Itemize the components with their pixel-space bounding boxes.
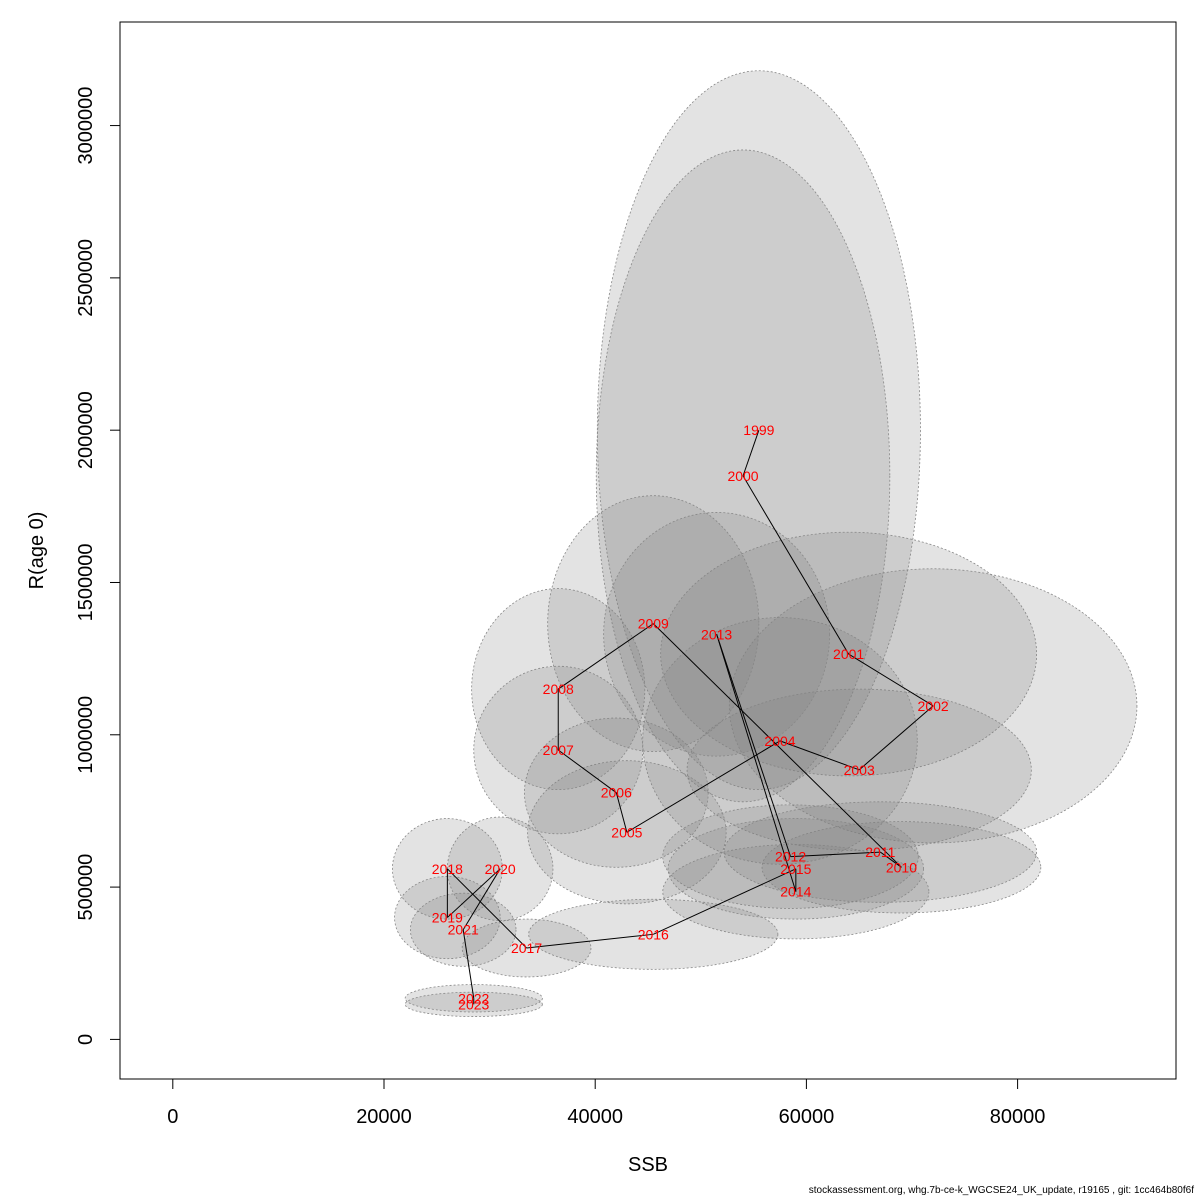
x-axis: 0 20000 40000 60000 80000 — [167, 1078, 1046, 1128]
footer-credit: stockassessment.org, whg.7b-ce-k_WGCSE24… — [808, 1185, 1194, 1196]
year-label-2006: 2006 — [601, 785, 632, 801]
year-label-2000: 2000 — [727, 468, 758, 484]
segment-2006-2007 — [557, 749, 617, 794]
year-label-2020: 2020 — [485, 861, 516, 877]
x-tick-label: 60000 — [779, 1106, 835, 1128]
y-tick-label: 500000 — [75, 854, 97, 921]
year-label-2001: 2001 — [833, 646, 864, 662]
year-label-2011: 2011 — [865, 844, 895, 860]
x-tick-label: 80000 — [990, 1106, 1046, 1128]
x-axis-label: SSB — [628, 1154, 668, 1176]
x-tick-label: 0 — [167, 1106, 178, 1128]
segment-2001-2002 — [848, 653, 934, 707]
confidence-ellipses — [392, 70, 1138, 1017]
x-tick-label: 20000 — [356, 1106, 412, 1128]
segment-2016-2017 — [526, 933, 654, 949]
y-tick-label: 2000000 — [75, 391, 97, 469]
year-label-2013: 2013 — [701, 626, 732, 642]
y-axis-label: R(age 0) — [26, 512, 48, 590]
year-labels: 1999 2000 2001 2002 2003 2004 2005 2006 2007 2008… — [432, 422, 949, 1012]
year-label-2016: 2016 — [638, 926, 669, 942]
year-label-2010: 2010 — [886, 859, 917, 875]
year-label-1999: 1999 — [743, 422, 774, 438]
segment-2010-2011 — [880, 851, 902, 868]
segment-2008-2009 — [557, 623, 654, 690]
segment-2005-2006 — [615, 792, 628, 833]
segment-2017-2018 — [447, 868, 527, 949]
year-label-2022: 2022 — [458, 990, 489, 1006]
year-label-2012: 2012 — [775, 849, 806, 865]
year-label-2009: 2009 — [638, 616, 669, 632]
trajectory-lines — [446, 430, 934, 1005]
year-label-2004: 2004 — [764, 733, 795, 749]
segment-2011-2012 — [790, 851, 881, 858]
segment-2003-2004 — [779, 740, 860, 771]
year-label-2015: 2015 — [780, 861, 811, 877]
y-tick-label: 1000000 — [75, 696, 97, 774]
year-label-2002: 2002 — [918, 698, 949, 714]
year-label-2014: 2014 — [780, 884, 811, 900]
segment-2021-2022 — [462, 929, 475, 999]
y-tick-label: 3000000 — [75, 87, 97, 165]
year-label-2019: 2019 — [432, 910, 463, 926]
y-tick-label: 2500000 — [75, 239, 97, 317]
year-label-2003: 2003 — [844, 762, 875, 778]
year-label-2018: 2018 — [432, 861, 463, 877]
segment-2013-2014 — [716, 634, 797, 892]
segment-2009-2010 — [652, 623, 902, 868]
segment-2020-2021 — [462, 868, 501, 931]
year-label-2007: 2007 — [543, 742, 574, 758]
segment-2000-2001 — [742, 475, 850, 655]
x-tick-label: 40000 — [567, 1106, 623, 1128]
segment-1999-2000 — [742, 430, 760, 477]
segment-2015-2016 — [653, 868, 797, 935]
year-label-2021: 2021 — [448, 922, 479, 938]
year-label-2023: 2023 — [458, 996, 489, 1012]
segment-2002-2003 — [858, 705, 934, 771]
year-label-2017: 2017 — [511, 940, 542, 956]
segment-2019-2020 — [447, 868, 501, 918]
year-label-2008: 2008 — [543, 681, 574, 697]
segment-2012-2013 — [716, 634, 792, 857]
year-label-2005: 2005 — [611, 824, 642, 840]
y-tick-label: 0 — [75, 1034, 97, 1045]
y-axis: 0 500000 1000000 1500000 2000000 2500000 30000… — [75, 87, 121, 1045]
y-tick-label: 1500000 — [75, 544, 97, 622]
